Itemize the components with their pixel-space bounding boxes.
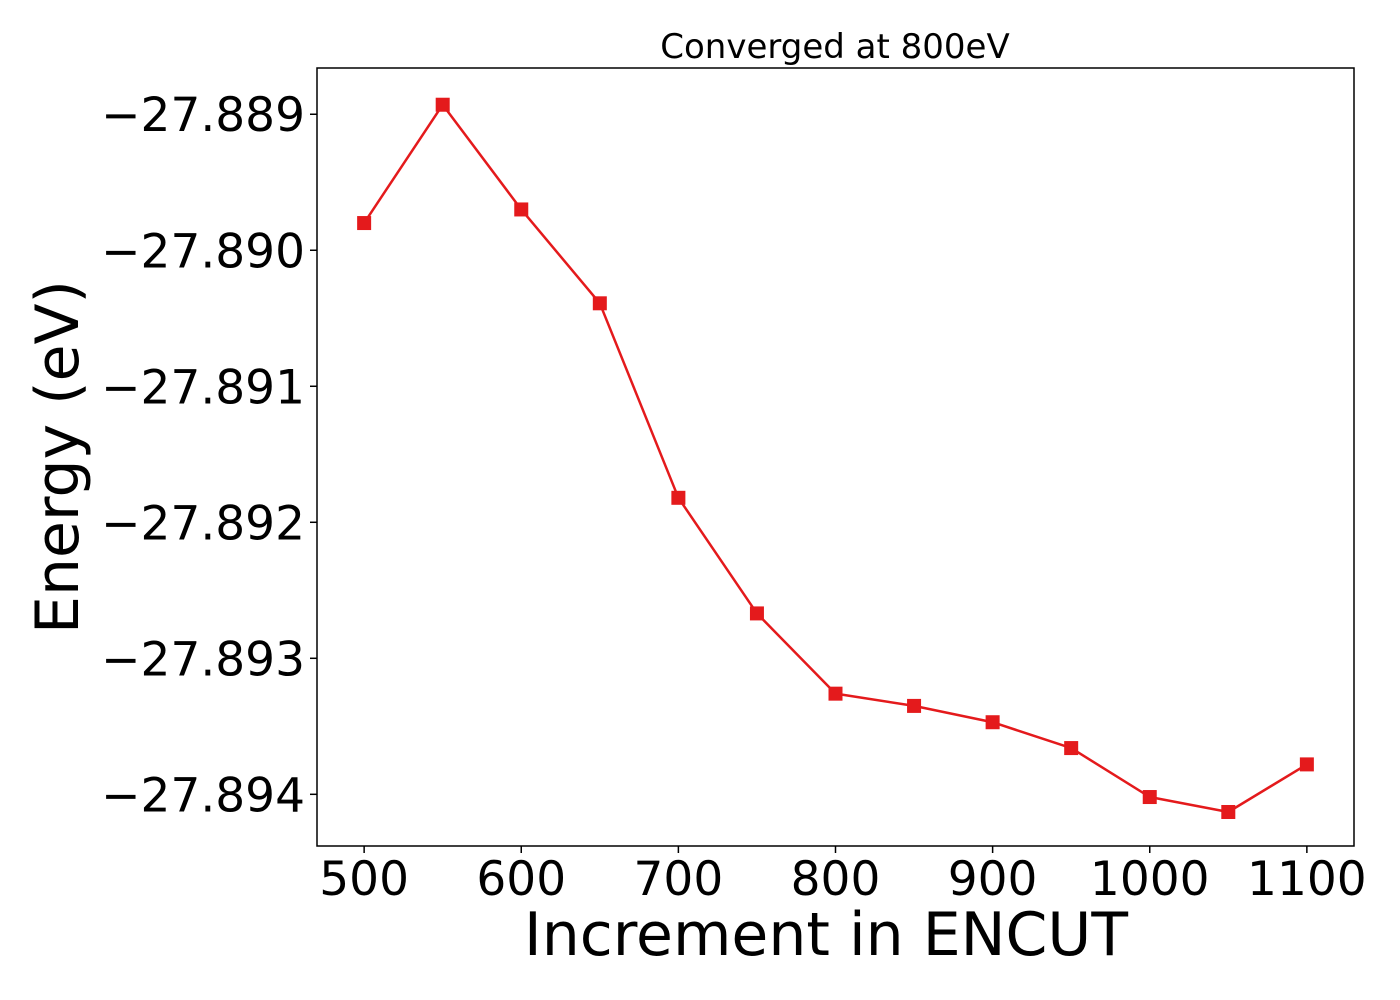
x-axis-label: Increment in ENCUT: [524, 900, 1128, 970]
data-point: [671, 490, 686, 505]
chart-title: Converged at 800eV: [660, 27, 1009, 67]
y-axis-label: Energy (eV): [23, 280, 93, 634]
data-point: [1221, 804, 1236, 819]
data-point: [828, 686, 843, 701]
data-point: [592, 296, 607, 311]
plot-area: [357, 97, 1314, 819]
data-point: [749, 606, 764, 621]
x-axis: 500 600 700 800 900 1000 1100: [319, 846, 1367, 907]
data-point: [907, 698, 922, 713]
x-tick-label: 700: [634, 852, 724, 907]
y-tick-label: −27.892: [101, 496, 305, 551]
y-tick-label: −27.889: [101, 88, 305, 143]
data-point: [357, 216, 372, 231]
x-tick-label: 1100: [1247, 852, 1367, 907]
data-point: [514, 202, 529, 217]
series-line: [363, 103, 1308, 814]
y-tick-label: −27.893: [101, 632, 305, 687]
x-tick-label: 1000: [1090, 852, 1210, 907]
x-tick-label: 500: [319, 852, 409, 907]
data-point: [1142, 790, 1157, 805]
x-tick-label: 900: [948, 852, 1038, 907]
y-axis: −27.889 −27.890 −27.891 −27.892 −27.893 −27.8…: [101, 88, 317, 823]
x-tick-label: 800: [791, 852, 881, 907]
plot-frame: [316, 67, 1355, 847]
data-point: [985, 715, 1000, 730]
y-tick-label: −27.890: [101, 224, 305, 279]
data-point: [435, 97, 450, 112]
data-point: [1299, 757, 1314, 772]
x-tick-label: 600: [476, 852, 566, 907]
data-point: [1064, 741, 1079, 756]
y-tick-label: −27.891: [101, 360, 305, 415]
y-tick-label: −27.894: [101, 768, 305, 823]
